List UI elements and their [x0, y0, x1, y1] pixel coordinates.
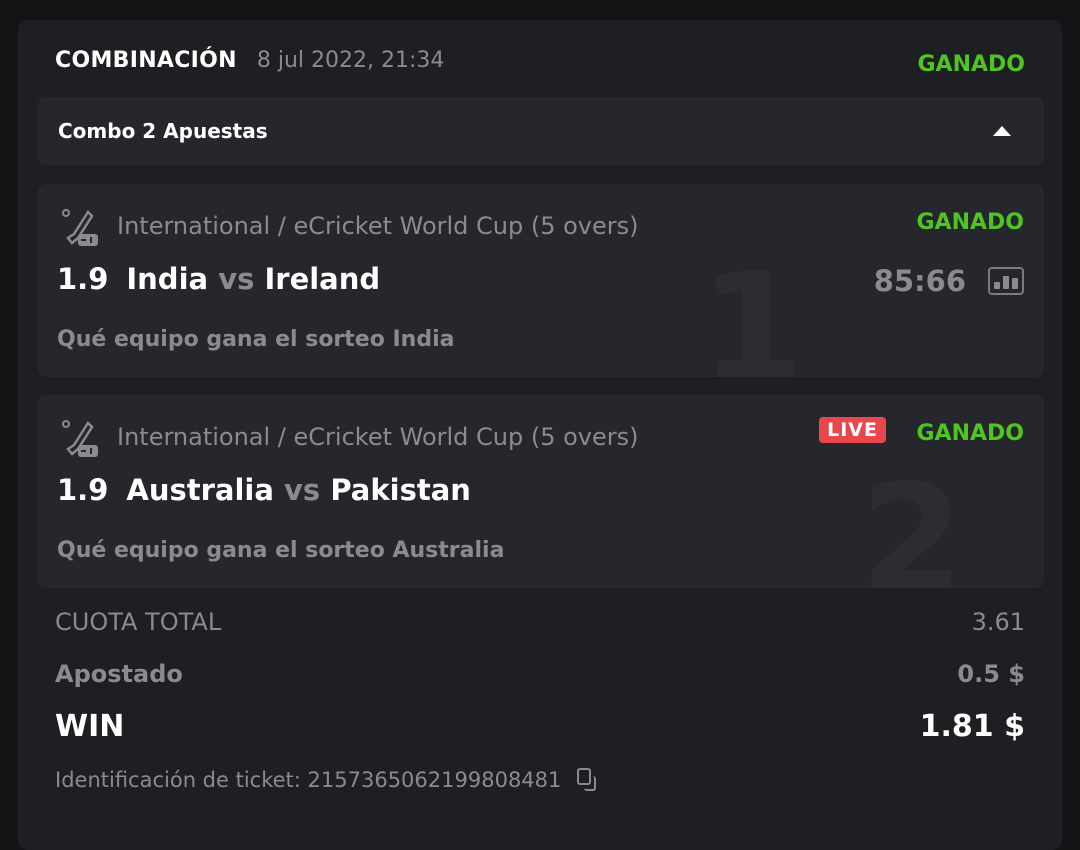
home-team: Australia — [126, 473, 274, 507]
bet-type: COMBINACIÓN — [55, 47, 237, 73]
leg-odd: 1.9 — [57, 473, 109, 507]
bet-leg-2: 2 International / eCricket World Cup (5 … — [38, 395, 1044, 588]
bet-date: 8 jul 2022, 21:34 — [256, 47, 445, 73]
match: 1.9 India vs Ireland — [57, 262, 380, 296]
win-label: WIN — [55, 709, 125, 744]
caret-up-icon[interactable] — [993, 126, 1011, 136]
ecricket-icon — [62, 209, 98, 246]
vs-label: vs — [218, 262, 255, 296]
live-badge: LIVE — [819, 417, 886, 443]
combo-toggle[interactable]: Combo 2 Apuestas — [38, 97, 1044, 165]
bet-status: GANADO — [917, 51, 1026, 77]
win-value: 1.81 $ — [919, 709, 1025, 744]
home-team: India — [126, 262, 209, 296]
bet-card: COMBINACIÓN 8 jul 2022, 21:34 GANADO Com… — [18, 20, 1062, 850]
bet-header: COMBINACIÓN 8 jul 2022, 21:34 GANADO — [55, 42, 1025, 78]
stake-value: 0.5 $ — [957, 660, 1025, 688]
vs-label: vs — [284, 473, 321, 507]
stake-label: Apostado — [55, 660, 183, 688]
combo-label: Combo 2 Apuestas — [58, 119, 268, 143]
stake-row: Apostado 0.5 $ — [55, 660, 1025, 688]
leg-status: GANADO — [916, 421, 1025, 446]
leg-number: 2 — [859, 453, 964, 588]
score: 85:66 — [873, 264, 966, 298]
away-team: Pakistan — [330, 473, 471, 507]
stats-icon[interactable] — [988, 267, 1024, 295]
bet-leg-1: 1 International / eCricket World Cup (5 … — [38, 184, 1044, 377]
total-odds-label: CUOTA TOTAL — [55, 608, 222, 636]
leg-number: 1 — [699, 242, 804, 377]
leg-pick: Qué equipo gana el sorteo India — [57, 327, 455, 352]
total-odds-row: CUOTA TOTAL 3.61 — [55, 608, 1025, 636]
ticket-id-label: Identificación de ticket: 21573650621998… — [55, 768, 562, 792]
leg-pick: Qué equipo gana el sorteo Australia — [57, 538, 505, 563]
match: 1.9 Australia vs Pakistan — [57, 473, 471, 507]
ecricket-icon — [62, 420, 98, 457]
total-odds-value: 3.61 — [971, 608, 1025, 636]
leg-status: GANADO — [916, 210, 1025, 235]
ticket-id: Identificación de ticket: 21573650621998… — [55, 768, 599, 792]
win-row: WIN 1.81 $ — [55, 709, 1025, 744]
copy-icon[interactable] — [577, 768, 599, 792]
away-team: Ireland — [264, 262, 381, 296]
leg-odd: 1.9 — [57, 262, 109, 296]
tournament: International / eCricket World Cup (5 ov… — [117, 212, 639, 240]
tournament: International / eCricket World Cup (5 ov… — [117, 423, 639, 451]
